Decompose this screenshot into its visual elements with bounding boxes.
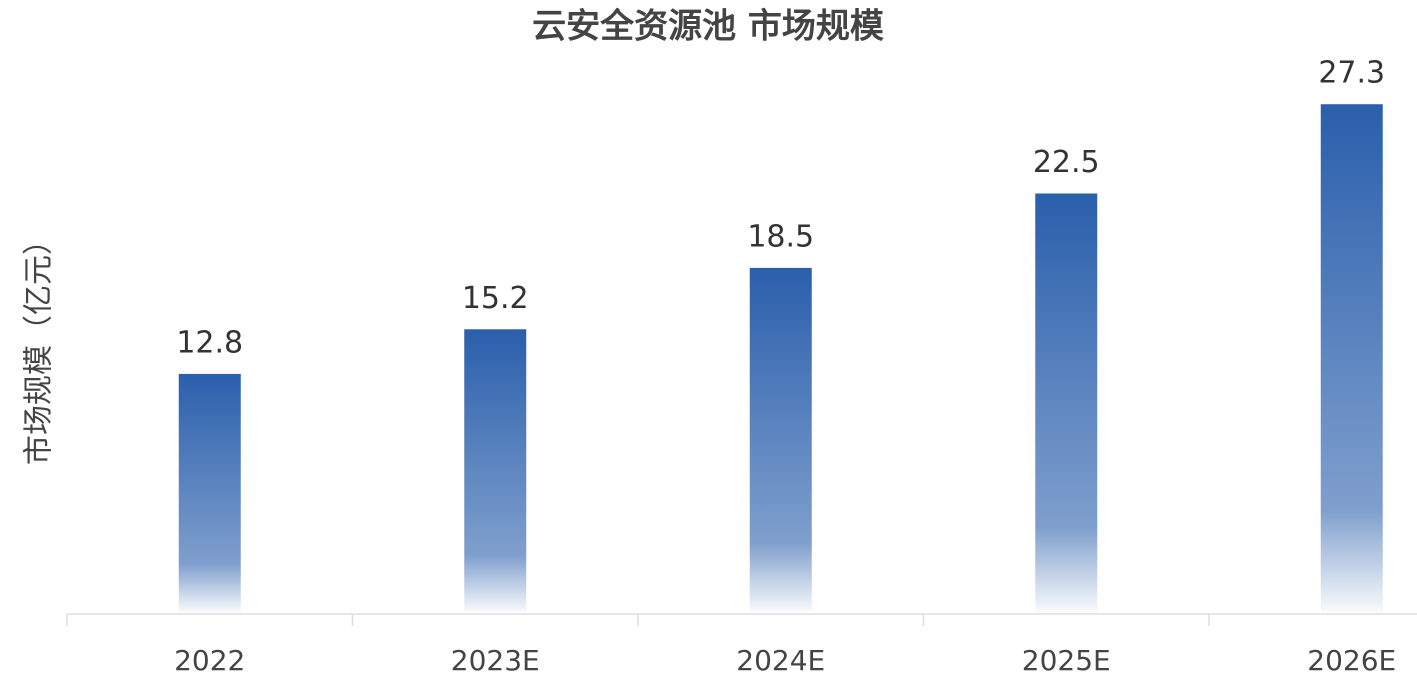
value-label: 18.5 (747, 219, 814, 254)
bar (1320, 104, 1383, 612)
chart-title: 云安全资源池 市场规模 (532, 7, 884, 47)
bar (1035, 193, 1098, 612)
value-label: 15.2 (462, 281, 529, 316)
bar (464, 329, 527, 612)
x-tick-label: 2023E (451, 644, 540, 677)
value-label: 12.8 (176, 325, 243, 360)
value-label: 22.5 (1033, 145, 1100, 180)
y-axis-label: 市场规模（亿元） (22, 225, 57, 465)
x-tick-label: 2026E (1307, 644, 1396, 677)
x-tick-label: 2024E (736, 644, 825, 677)
x-tick-label: 2025E (1022, 644, 1111, 677)
x-tick-label: 2022 (174, 644, 245, 677)
bar (749, 267, 812, 612)
value-label: 27.3 (1318, 56, 1385, 91)
bar (178, 373, 241, 612)
